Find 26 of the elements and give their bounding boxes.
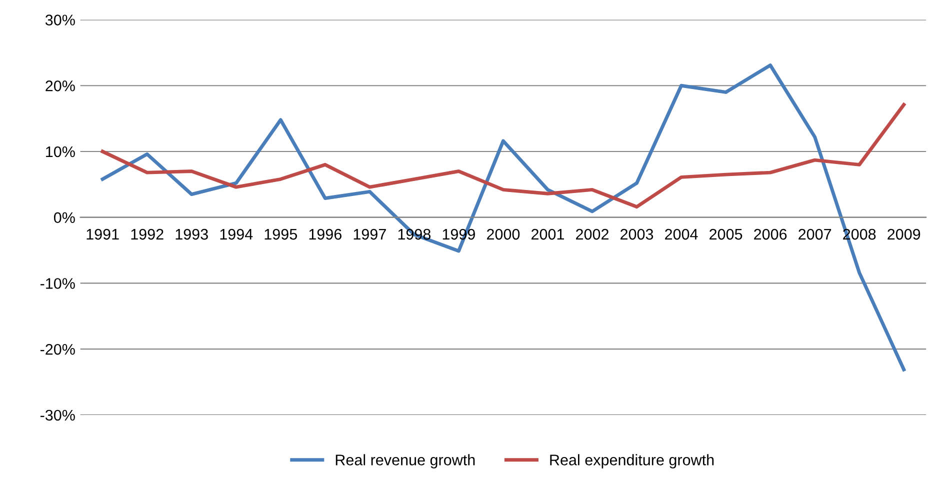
x-tick-label: 2005 <box>710 228 742 240</box>
x-tick-label: 1992 <box>131 228 164 240</box>
x-tick-label: 1997 <box>354 228 386 240</box>
x-tick-label: 2003 <box>620 228 654 240</box>
x-tick-label: 1996 <box>309 228 342 240</box>
y-tick-label: -30% <box>40 410 75 421</box>
x-tick-label: 2006 <box>754 228 787 240</box>
x-tick-label: 2009 <box>888 228 920 240</box>
legend-label: Real revenue growth <box>336 454 475 468</box>
y-tick-label: 0% <box>54 212 75 224</box>
y-tick-label: 10% <box>46 146 75 158</box>
x-tick-label: 1994 <box>220 228 253 240</box>
x-tick-label: 2000 <box>486 228 520 240</box>
y-tick-label: -20% <box>40 344 75 355</box>
y-tick-label: 30% <box>45 14 75 26</box>
legend-label: Real expenditure growth <box>550 454 714 468</box>
y-tick-label: -10% <box>40 278 75 289</box>
x-tick-label: 1995 <box>264 228 297 240</box>
x-tick-label: 2007 <box>798 228 832 240</box>
x-tick-label: 1991 <box>86 228 119 240</box>
x-tick-label: 2004 <box>665 228 698 240</box>
x-tick-label: 2001 <box>532 228 564 240</box>
y-tick-label: 20% <box>46 80 75 92</box>
line-series <box>100 102 906 209</box>
x-tick-label: 1993 <box>176 228 208 240</box>
x-tick-label: 2002 <box>576 228 608 240</box>
